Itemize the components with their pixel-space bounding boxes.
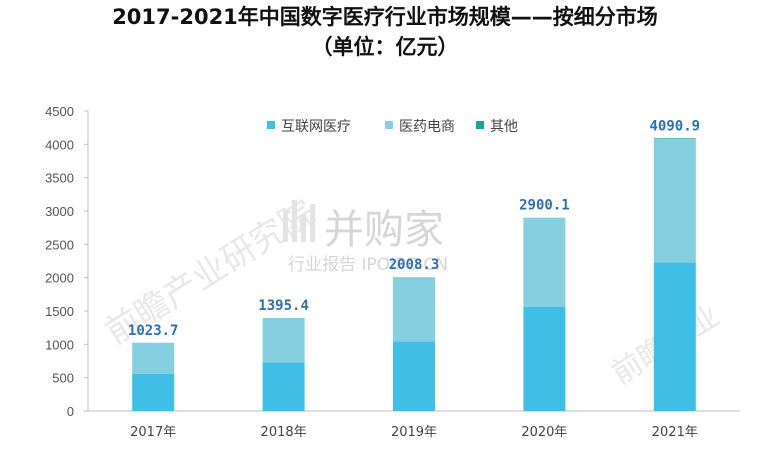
chart-subtitle-unit: （单位：亿元） bbox=[311, 35, 459, 59]
bar-total-label: 1023.7 bbox=[128, 323, 179, 339]
bars: 1023.7 2017年 1395.4 2018年 2008.3 2019年 2900.1 2… bbox=[128, 118, 700, 440]
axes: 0 500 1000 1500 2000 2500 3000 3500 4000 4500 bbox=[45, 104, 740, 419]
bar-total-label: 2900.1 bbox=[519, 198, 570, 214]
legend: 互联网医疗 医药电商 其他 bbox=[267, 119, 518, 135]
bar-segment-1 bbox=[132, 373, 175, 411]
x-tick-label: 2019年 bbox=[391, 425, 437, 440]
chart-title: 2017-2021年中国数字医疗行业市场规模——按细分市场 bbox=[112, 5, 658, 29]
x-tick-label: 2017年 bbox=[130, 425, 176, 440]
bar-total-label: 2008.3 bbox=[389, 257, 440, 273]
bar-segment-1 bbox=[523, 307, 566, 411]
bar-segment-2 bbox=[393, 277, 435, 342]
bar-segment-2 bbox=[132, 342, 175, 374]
legend-swatch bbox=[476, 121, 484, 129]
x-tick-label: 2018年 bbox=[261, 425, 307, 440]
bar-total-label: 1395.4 bbox=[258, 298, 309, 314]
legend-label: 医药电商 bbox=[399, 119, 455, 135]
legend-swatch bbox=[385, 121, 393, 129]
bar-segment-2 bbox=[523, 217, 566, 307]
bar-segment-1 bbox=[262, 362, 305, 411]
y-tick-label: 2500 bbox=[45, 237, 74, 252]
y-tick-label: 1500 bbox=[45, 304, 74, 319]
y-tick-label: 500 bbox=[52, 371, 74, 386]
watermark-brand-icon bbox=[283, 200, 315, 242]
bar-segment-1 bbox=[653, 262, 696, 411]
bar-total-label: 4090.9 bbox=[650, 118, 701, 134]
watermark-sub-text: 行业报告 IPOIPO.CN bbox=[288, 255, 448, 275]
legend-swatch bbox=[267, 121, 275, 129]
watermark-brand-text: 并购家 bbox=[324, 207, 444, 253]
x-tick-label: 2021年 bbox=[652, 425, 698, 440]
y-tick-label: 4500 bbox=[45, 104, 74, 119]
x-tick-label: 2020年 bbox=[521, 425, 567, 440]
bar-segment-1 bbox=[393, 341, 435, 411]
y-tick-label: 4000 bbox=[45, 137, 74, 152]
y-tick-label: 2000 bbox=[45, 271, 74, 286]
y-tick-label: 3000 bbox=[45, 204, 74, 219]
legend-label: 其他 bbox=[490, 119, 518, 135]
legend-label: 互联网医疗 bbox=[281, 119, 351, 135]
y-tick-label: 1000 bbox=[45, 337, 74, 352]
y-tick-label: 0 bbox=[67, 404, 74, 419]
bar-segment-2 bbox=[262, 317, 305, 363]
y-tick-label: 3500 bbox=[45, 171, 74, 186]
bar-segment-2 bbox=[653, 138, 696, 263]
bar-segment-3 bbox=[653, 138, 696, 139]
